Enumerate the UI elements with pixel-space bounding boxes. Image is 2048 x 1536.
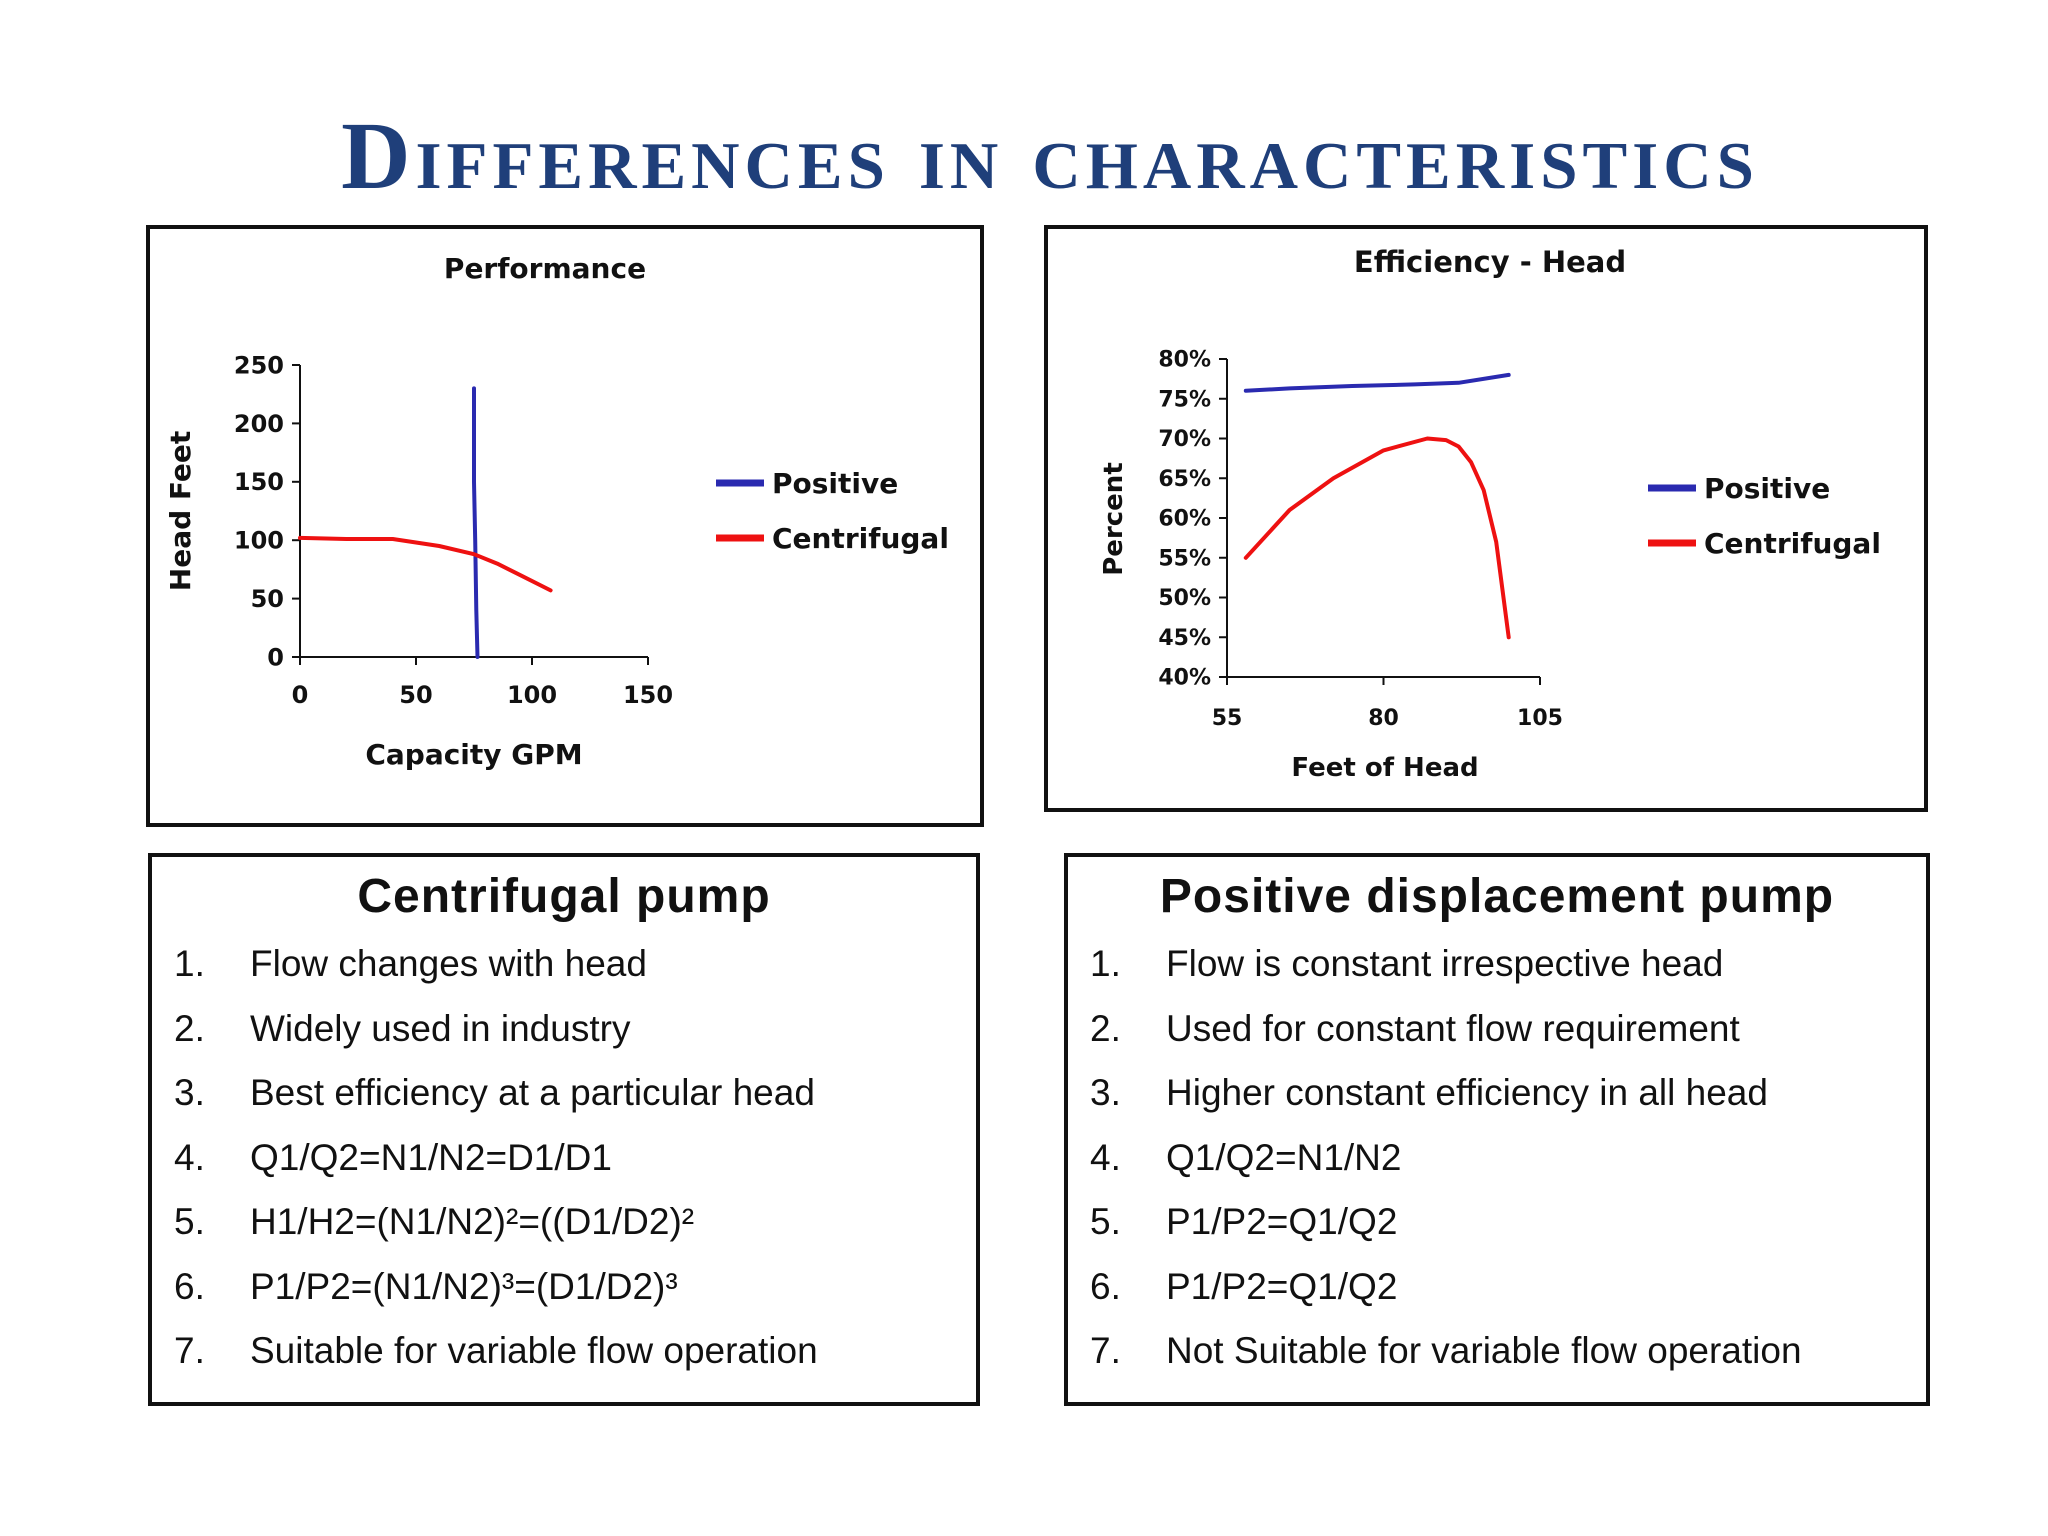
item-text: H1/H2=(N1/N2)²=((D1/D2)² [250,1201,695,1242]
item-text: Widely used in industry [250,1007,631,1049]
y-tick-label: 60% [1158,507,1211,532]
item-number: 5. [1090,1201,1121,1242]
legend-label-centrifugal: Centrifugal [772,522,949,555]
y-tick-label: 55% [1158,546,1211,571]
y-tick-label: 200 [234,410,284,438]
list-item: 5. H1/H2=(N1/N2)²=((D1/D2)² [152,1190,976,1255]
legend-label-positive: Positive [772,467,898,500]
item-text: Q1/Q2=N1/N2=D1/D1 [250,1136,612,1178]
item-text: Flow changes with head [250,943,647,984]
x-tick-label: 150 [623,681,673,709]
performance-chart: Performance 0 50 100 150 200 250 0 50 100 150 Capac… [164,252,949,771]
list-item: 1. Flow is constant irrespective head [1068,932,1926,997]
item-text: P1/P2=Q1/Q2 [1166,1201,1398,1242]
series-line-centrifugal [1243,436,1511,640]
y-tick-label: 65% [1158,467,1211,492]
x-tick-label: 55 [1212,706,1243,731]
y-tick-label: 150 [234,468,284,496]
y-tick-label: 40% [1158,666,1211,691]
list-item: 1. Flow changes with head [152,932,976,997]
series-line-positive [1243,372,1511,393]
positive-displacement-pump-panel: Positive displacement pump 1. Flow is con… [1064,853,1930,1406]
efficiency-head-chart-panel: Efficiency - Head 40% 45% 50% 55% 60% 65% 70% 75… [1044,225,1928,812]
item-number: 2. [174,1007,205,1049]
x-tick-label: 100 [507,681,557,709]
item-number: 7. [1090,1330,1121,1371]
list-item: 4. Q1/Q2=N1/N2=D1/D1 [152,1126,976,1191]
y-tick-label: 100 [234,527,284,555]
series-line-positive [472,386,480,659]
series-line-centrifugal [298,535,553,593]
slide-title: Differences in characteristics [341,102,1759,209]
positive-displacement-pump-heading: Positive displacement pump [1159,870,1835,923]
legend-label-centrifugal: Centrifugal [1704,527,1881,560]
x-tick-label: 0 [292,681,309,709]
list-item: 2. Used for constant flow requirement [1068,997,1926,1062]
item-text: Not Suitable for variable flow operation [1166,1330,1802,1371]
x-axis-label: Feet of Head [1291,753,1478,783]
y-tick-label: 0 [267,643,284,671]
item-number: 2. [1090,1007,1121,1049]
y-tick-label: 250 [234,351,284,379]
y-tick-label: 75% [1158,387,1211,412]
efficiency-head-chart: Efficiency - Head 40% 45% 50% 55% 60% 65% 70% 75… [1099,245,1881,783]
list-item: 5. P1/P2=Q1/Q2 [1068,1190,1926,1255]
list-item: 2. Widely used in industry [152,997,976,1062]
centrifugal-pump-list: 1. Flow changes with head 2. Widely used i… [152,932,976,1384]
y-tick-label: 50 [251,585,284,613]
item-number: 6. [1090,1265,1121,1307]
list-item: 7. Not Suitable for variable flow operati… [1068,1319,1926,1384]
item-number: 4. [1090,1136,1121,1178]
chart-title: Performance [444,252,646,285]
item-text: Suitable for variable flow operation [250,1330,818,1371]
list-item: 4. Q1/Q2=N1/N2 [1068,1126,1926,1191]
legend-label-positive: Positive [1704,472,1830,505]
y-axis-label: Percent [1099,462,1129,576]
list-item: 6. P1/P2=(N1/N2)³=(D1/D2)³ [152,1255,976,1320]
list-item: 3. Higher constant efficiency in all head [1068,1061,1926,1126]
y-tick-label: 80% [1158,348,1211,373]
item-text: Flow is constant irrespective head [1166,943,1724,984]
x-tick-label: 105 [1517,706,1563,731]
centrifugal-pump-heading: Centrifugal pump [357,870,771,923]
item-text: Used for constant flow requirement [1166,1007,1740,1049]
list-item: 3. Best efficiency at a particular head [152,1061,976,1126]
item-text: P1/P2=Q1/Q2 [1166,1265,1398,1307]
item-number: 7. [174,1330,205,1371]
item-text: Q1/Q2=N1/N2 [1166,1136,1402,1178]
x-tick-label: 80 [1368,706,1399,731]
item-number: 5. [174,1201,205,1242]
positive-displacement-pump-list: 1. Flow is constant irrespective head 2. U… [1068,932,1926,1384]
y-axis-label: Head Feet [164,431,197,591]
item-text: Higher constant efficiency in all head [1166,1072,1768,1113]
item-number: 3. [1090,1072,1121,1113]
item-number: 1. [174,943,205,984]
y-tick-label: 70% [1158,427,1211,452]
item-number: 1. [1090,943,1121,984]
item-number: 4. [174,1136,205,1178]
centrifugal-pump-panel: Centrifugal pump 1. Flow changes with hea… [148,853,980,1406]
item-number: 6. [174,1265,205,1307]
item-number: 3. [174,1072,205,1113]
x-axis-label: Capacity GPM [365,738,582,771]
performance-chart-panel: Performance 0 50 100 150 200 250 0 50 100 150 Capac… [146,225,984,827]
list-item: 6. P1/P2=Q1/Q2 [1068,1255,1926,1320]
y-tick-label: 50% [1158,586,1211,611]
item-text: Best efficiency at a particular head [250,1072,815,1113]
list-item: 7. Suitable for variable flow operation [152,1319,976,1384]
item-text: P1/P2=(N1/N2)³=(D1/D2)³ [250,1265,678,1307]
chart-title: Efficiency - Head [1354,245,1626,279]
y-tick-label: 45% [1158,626,1211,651]
x-tick-label: 50 [399,681,432,709]
